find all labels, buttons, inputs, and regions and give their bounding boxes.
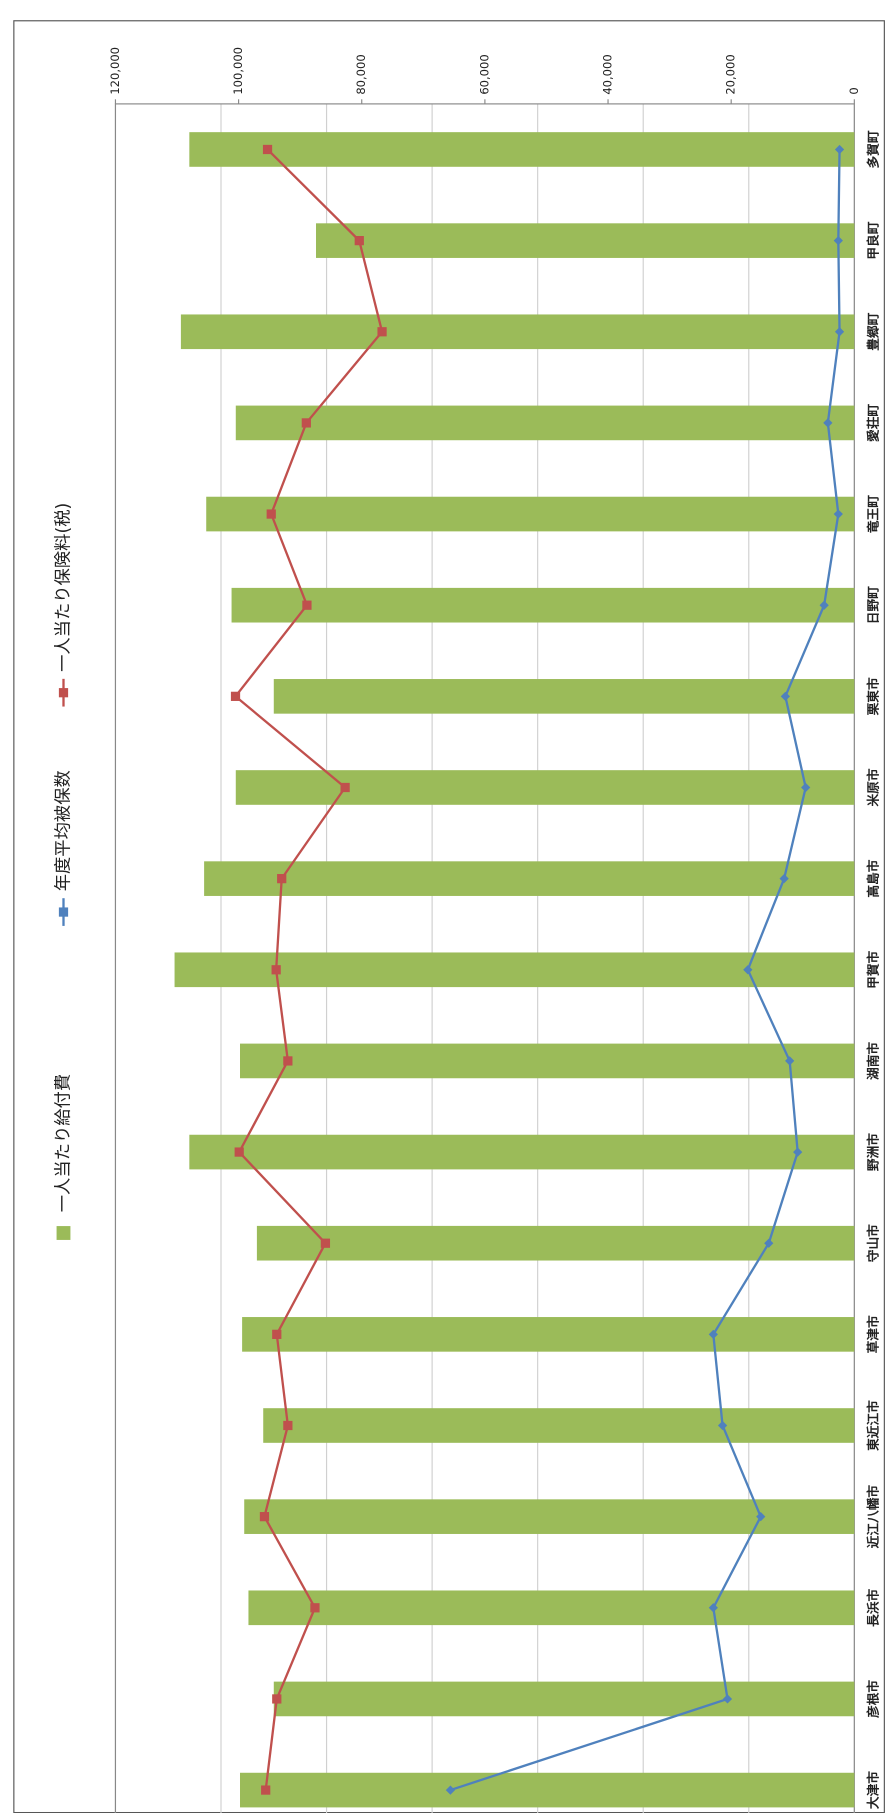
marker (833, 509, 843, 519)
y2-tick-label: 120,000 (108, 47, 122, 95)
legend-swatch (58, 688, 69, 698)
marker (819, 600, 829, 610)
x-tick-label: 甲賀市 (865, 950, 880, 988)
marker (283, 1420, 293, 1431)
x-tick-label: 豊郷町 (865, 312, 880, 350)
x-tick-label: 守山市 (865, 1224, 880, 1262)
x-tick-label: 愛荘町 (865, 404, 880, 442)
bar (189, 1134, 855, 1170)
y2-tick-label: 20,000 (724, 54, 738, 94)
bar (235, 770, 855, 805)
marker (340, 782, 350, 793)
y2-tick-label: 100,000 (231, 47, 245, 95)
bar (242, 1317, 855, 1352)
x-tick-label: 長浜市 (865, 1588, 880, 1626)
legend-swatch (58, 907, 69, 917)
bar (206, 496, 855, 532)
marker (302, 600, 312, 610)
y2-tick-label: 0 (847, 87, 861, 94)
marker (377, 327, 387, 337)
bar (316, 223, 855, 258)
marker (266, 509, 276, 519)
bar (189, 132, 855, 167)
marker (708, 1603, 718, 1613)
marker (833, 236, 843, 246)
legend-label: 一人当たり保険料(税) (53, 503, 73, 672)
y2-tick-label: 60,000 (477, 54, 491, 94)
marker (230, 691, 241, 701)
y2-tick-label: 80,000 (354, 54, 368, 94)
marker (722, 1694, 733, 1704)
chart-frame (13, 20, 885, 1813)
marker (764, 1238, 774, 1248)
x-tick-label: 日野町 (865, 586, 880, 624)
bar (244, 1499, 855, 1534)
marker (277, 874, 287, 884)
marker (259, 1512, 270, 1522)
marker (283, 1056, 293, 1066)
bar (273, 679, 855, 714)
marker (262, 144, 273, 155)
marker (779, 874, 789, 884)
x-tick-label: 近江八幡市 (865, 1485, 880, 1549)
marker (272, 1329, 282, 1339)
chart-body: 050,000100,000150,000200,000250,000300,0… (13, 20, 885, 1813)
marker (834, 327, 845, 337)
x-tick-label: 湖南市 (865, 1042, 880, 1080)
bar (235, 405, 855, 441)
marker (793, 1147, 803, 1157)
x-tick-label: 大津市 (865, 1771, 880, 1809)
bar (231, 587, 855, 623)
legend-swatch (56, 1226, 71, 1240)
marker (801, 782, 811, 793)
marker (354, 236, 364, 246)
y2-tick-label: 40,000 (601, 54, 615, 94)
bar (240, 1772, 855, 1808)
bar (273, 1681, 855, 1717)
bar (263, 1408, 855, 1443)
x-tick-label: 草津市 (865, 1315, 880, 1353)
bar (240, 1043, 855, 1079)
x-tick-label: 野洲市 (865, 1133, 880, 1171)
marker (271, 965, 281, 975)
x-tick-label: 竜王町 (865, 495, 880, 533)
x-tick-label: 多賀町 (865, 130, 880, 168)
marker (743, 965, 753, 975)
marker (261, 1785, 271, 1795)
x-tick-label: 甲良町 (865, 221, 880, 259)
x-tick-label: 東近江市 (865, 1400, 880, 1451)
legend-label: 年度平均被保数 (53, 770, 73, 891)
bar (180, 314, 855, 350)
marker (823, 418, 833, 428)
bar (248, 1590, 855, 1626)
marker (301, 418, 311, 428)
legend-label: 一人当たり給付費 (53, 1074, 73, 1212)
x-tick-label: 高島市 (865, 859, 880, 897)
bar (174, 952, 855, 988)
x-tick-label: 米原市 (865, 768, 880, 806)
bar (204, 861, 855, 896)
marker (234, 1147, 244, 1157)
marker (780, 691, 790, 701)
x-tick-label: 彦根市 (865, 1680, 880, 1718)
marker (272, 1694, 282, 1704)
bar (256, 1225, 855, 1261)
x-tick-label: 栗東市 (865, 677, 880, 715)
marker (310, 1603, 320, 1613)
marker (320, 1238, 331, 1248)
